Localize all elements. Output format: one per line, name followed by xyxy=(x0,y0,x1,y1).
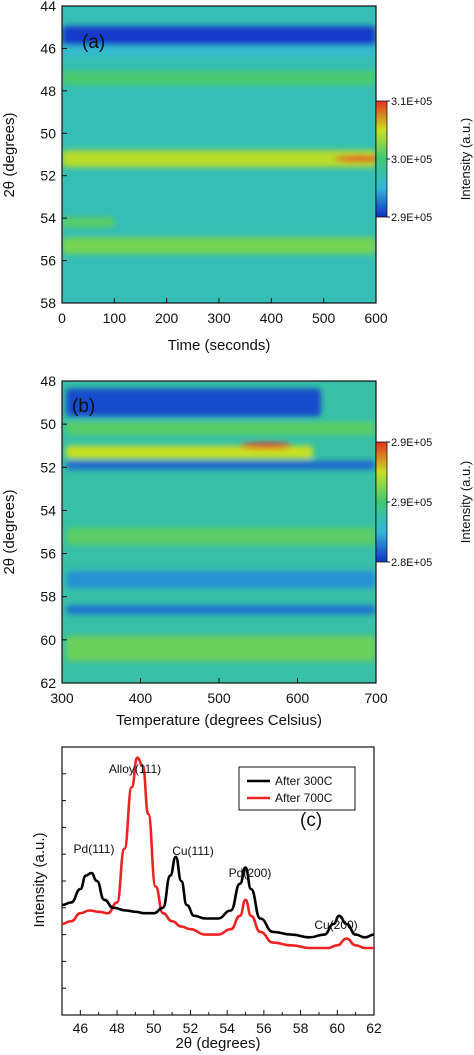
heatmap-band xyxy=(65,445,314,459)
x-tick-label: 300 xyxy=(207,310,231,326)
heatmap-band xyxy=(65,570,376,589)
heatmap-band xyxy=(65,527,376,545)
colorbar-label: Intensity (a.u.) xyxy=(458,118,473,200)
line-chart-c: 46 48 50 52 54 56 58 60 62 2θ (degrees) Intensit… xyxy=(31,746,382,1052)
line-c-ylabel: Intensity (a.u.) xyxy=(31,832,48,927)
annotation-pd-200: Pd(200) xyxy=(229,866,272,880)
x-tick-label: 500 xyxy=(207,690,231,706)
x-tick-label: 600 xyxy=(286,690,310,706)
x-tick-label: 700 xyxy=(364,690,388,706)
heatmap-b: 300 400 500 600 700 48 50 52 54 56 58 60 62 (b) Tem… xyxy=(1,373,388,729)
heatmap-band xyxy=(62,45,376,56)
heatmap-b-xlabel: Temperature (degrees Celsius) xyxy=(116,712,322,729)
y-tick-label: 48 xyxy=(40,83,56,99)
x-tick-label: 46 xyxy=(73,1020,89,1036)
heatmap-a-bands xyxy=(62,26,376,255)
colorbar-tick-label: 2.9E+05 xyxy=(391,497,432,509)
y-tick-label: 52 xyxy=(40,459,56,475)
y-tick-label: 58 xyxy=(40,295,56,311)
y-tick-label: 46 xyxy=(40,40,56,56)
x-tick-label: 60 xyxy=(330,1020,346,1036)
annotation-cu-111: Cu(111) xyxy=(172,844,214,858)
colorbar-tick-label: 2.9E+05 xyxy=(391,212,432,224)
x-tick-label: 100 xyxy=(103,310,127,326)
y-tick-label: 52 xyxy=(40,168,56,184)
y-tick-label: 54 xyxy=(40,210,56,226)
colorbar-tick-label: 3.1E+05 xyxy=(391,96,432,108)
y-tick-label: 48 xyxy=(40,373,56,389)
line-c-series xyxy=(61,756,375,950)
x-tick-label: 400 xyxy=(260,310,284,326)
x-tick-label: 48 xyxy=(109,1020,125,1036)
colorbar-tick-label: 2.9E+05 xyxy=(391,437,432,449)
heatmap-b-ylabel: 2θ (degrees) xyxy=(1,489,18,574)
heatmap-a-y-ticks: 44 46 48 50 52 54 56 58 xyxy=(40,0,67,311)
colorbar-gradient xyxy=(375,100,388,218)
heatmap-band xyxy=(62,70,376,86)
heatmap-a-xlabel: Time (seconds) xyxy=(168,337,271,354)
y-tick-label: 50 xyxy=(40,125,56,141)
heatmap-b-bands xyxy=(65,388,376,662)
y-tick-label: 60 xyxy=(40,632,56,648)
line-c-x-ticks: 46 48 50 52 54 56 58 60 62 xyxy=(61,773,382,1036)
series-line-after-700c xyxy=(61,756,374,950)
colorbar-label: Intensity (a.u.) xyxy=(458,461,473,543)
annotation-pd-111: Pd(111) xyxy=(74,842,115,856)
heatmap-band xyxy=(65,605,376,614)
panel-c-label: (c) xyxy=(300,810,322,831)
series-line-after-300c xyxy=(61,855,375,939)
panel-b-label: (b) xyxy=(72,396,95,417)
heatmap-band xyxy=(62,150,376,168)
heatmap-band xyxy=(65,635,376,662)
heatmap-a: 0 100 200 300 400 500 600 44 46 48 50 52 54 56 58 (a)… xyxy=(1,0,388,354)
x-tick-label: 0 xyxy=(58,310,66,326)
y-tick-label: 56 xyxy=(40,546,56,562)
x-tick-label: 62 xyxy=(366,1020,382,1036)
legend-c: After 300C After 700C xyxy=(238,766,356,811)
legend-label-700: After 700C xyxy=(275,791,333,805)
heatmap-band xyxy=(62,217,115,228)
heatmap-hotspot xyxy=(334,155,376,162)
line-c-xlabel: 2θ (degrees) xyxy=(175,1035,260,1052)
heatmap-band xyxy=(62,26,376,46)
heatmap-band xyxy=(65,421,376,435)
colorbar-tick-label: 2.8E+05 xyxy=(391,557,432,569)
colorbar-gradient xyxy=(375,441,388,563)
y-tick-label: 56 xyxy=(40,253,56,269)
x-tick-label: 54 xyxy=(219,1020,235,1036)
colorbar-a: 3.1E+05 3.0E+05 2.9E+05 Intensity (a.u.) xyxy=(375,96,473,224)
legend-c-box xyxy=(238,766,356,811)
annotation-cu-200: Cu(200) xyxy=(314,918,357,932)
heatmap-band xyxy=(65,460,376,470)
x-tick-label: 52 xyxy=(183,1020,199,1036)
y-tick-label: 54 xyxy=(40,502,56,518)
x-tick-label: 500 xyxy=(312,310,336,326)
heatmap-a-ylabel: 2θ (degrees) xyxy=(1,112,18,197)
y-tick-label: 44 xyxy=(40,0,56,14)
x-tick-label: 50 xyxy=(146,1020,162,1036)
x-tick-label: 600 xyxy=(364,310,388,326)
x-tick-label: 58 xyxy=(293,1020,309,1036)
heatmap-a-x-ticks: 0 100 200 300 400 500 600 xyxy=(58,298,388,326)
heatmap-b-y-ticks: 48 50 52 54 56 58 60 62 xyxy=(40,373,67,691)
y-tick-label: 62 xyxy=(40,675,56,691)
heatmap-hotspot xyxy=(240,442,293,449)
y-tick-label: 58 xyxy=(40,589,56,605)
x-tick-label: 300 xyxy=(50,690,74,706)
heatmap-band xyxy=(65,388,322,417)
x-tick-label: 56 xyxy=(256,1020,272,1036)
x-tick-label: 400 xyxy=(129,690,153,706)
colorbar-tick-label: 3.0E+05 xyxy=(391,154,432,166)
panel-a-label: (a) xyxy=(82,32,105,53)
y-tick-label: 50 xyxy=(40,416,56,432)
heatmap-b-x-ticks: 300 400 500 600 700 xyxy=(50,678,388,706)
x-tick-label: 200 xyxy=(155,310,179,326)
heatmap-band xyxy=(62,237,376,255)
legend-label-300: After 300C xyxy=(275,774,333,788)
colorbar-b: 2.9E+05 2.9E+05 2.8E+05 Intensity (a.u.) xyxy=(375,437,473,569)
annotation-alloy-111: Alloy(111) xyxy=(109,762,161,776)
